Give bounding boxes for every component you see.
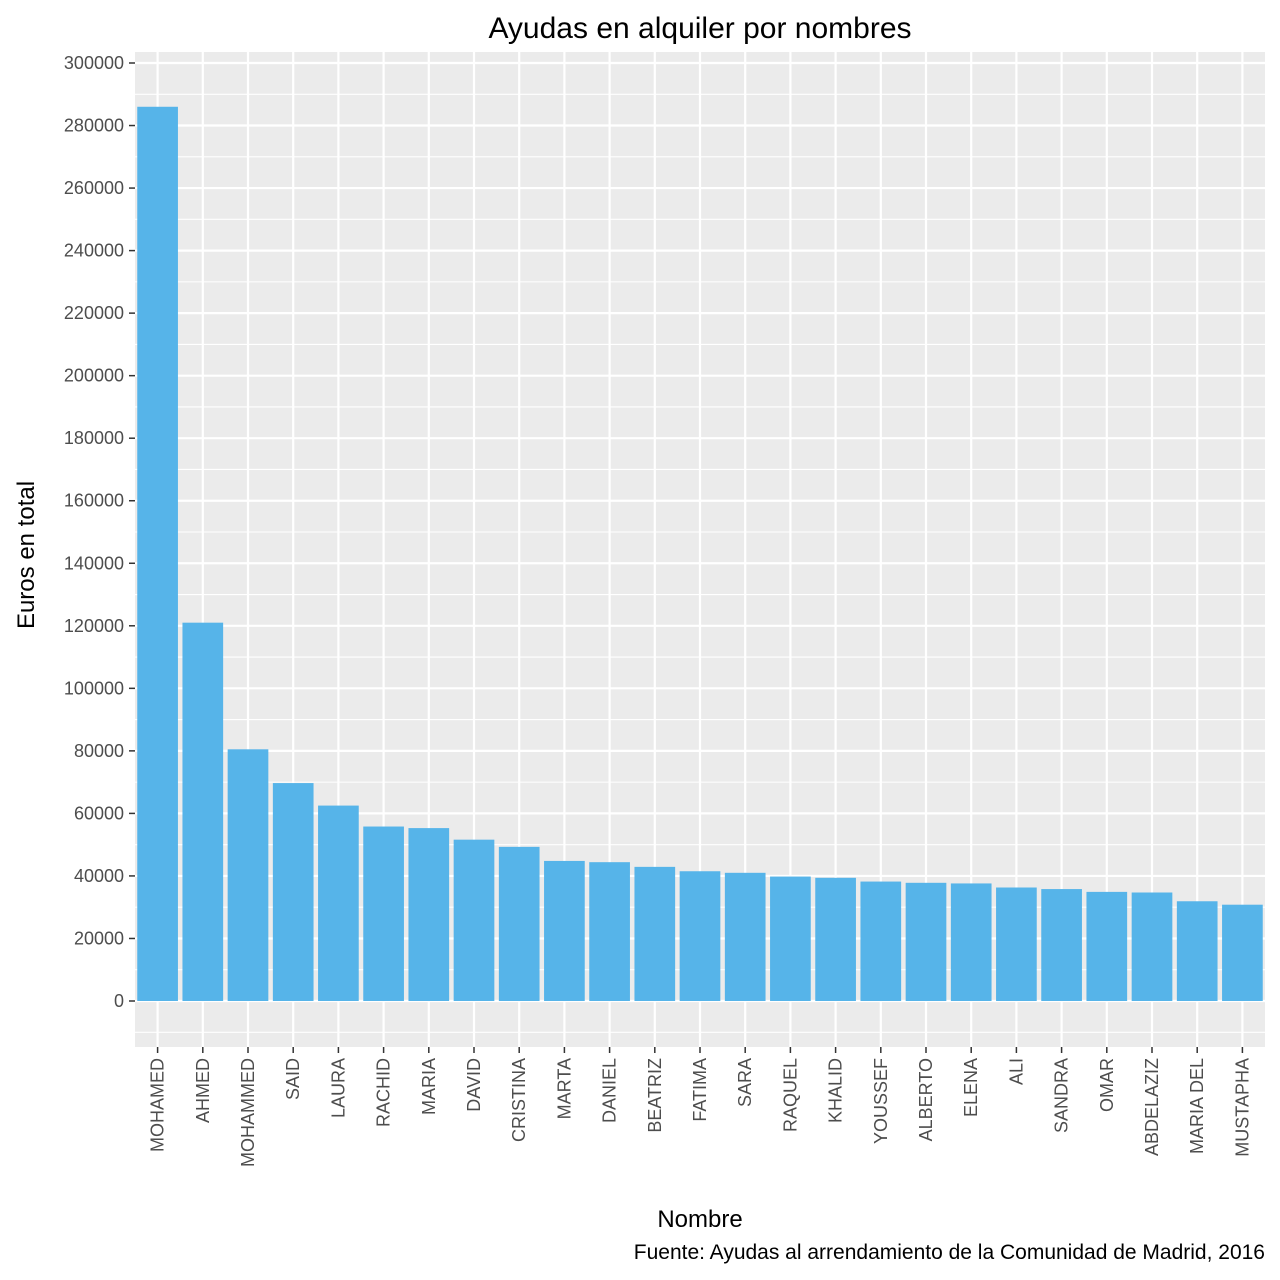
bar-cristina xyxy=(498,846,540,1001)
x-tick-label: YOUSSEF xyxy=(871,1058,891,1144)
x-tick-label: RACHID xyxy=(374,1058,394,1127)
x-tick-label: CRISTINA xyxy=(509,1058,529,1142)
x-tick-label: DAVID xyxy=(464,1058,484,1112)
x-tick-label: MOHAMED xyxy=(148,1058,168,1152)
y-tick-label: 40000 xyxy=(74,866,124,886)
bar-sara xyxy=(724,872,766,1001)
y-tick-label: 100000 xyxy=(64,678,124,698)
x-tick-label: DANIEL xyxy=(600,1058,620,1123)
x-tick-label: SARA xyxy=(735,1058,755,1107)
bar-said xyxy=(272,783,314,1001)
x-tick-label: KHALID xyxy=(826,1058,846,1123)
bar-maria-del xyxy=(1176,901,1218,1001)
x-axis-title: Nombre xyxy=(657,1206,742,1233)
y-tick-label: 60000 xyxy=(74,803,124,823)
y-axis-title: Euros en total xyxy=(13,481,40,629)
x-tick-label: OMAR xyxy=(1097,1058,1117,1112)
y-tick-label: 80000 xyxy=(74,741,124,761)
bar-youssef xyxy=(860,881,902,1001)
bar-mustapha xyxy=(1222,904,1263,1001)
chart-title: Ayudas en alquiler por nombres xyxy=(488,12,911,45)
x-tick-label: SANDRA xyxy=(1052,1058,1072,1133)
bar-daniel xyxy=(589,862,630,1001)
bar-beatriz xyxy=(634,866,676,1001)
bar-sandra xyxy=(1041,889,1082,1001)
y-tick-label: 280000 xyxy=(64,116,124,136)
x-axis: MOHAMED AHMED MOHAMMED SAID LAURA RACHID MARIA… xyxy=(148,1047,1252,1167)
y-tick-label: 240000 xyxy=(64,241,124,261)
x-tick-label: FATIMA xyxy=(690,1058,710,1122)
y-tick-label: 220000 xyxy=(64,303,124,323)
bar-maria xyxy=(408,828,450,1001)
source-caption: Fuente: Ayudas al arrendamiento de la Co… xyxy=(634,1241,1265,1264)
x-tick-label: LAURA xyxy=(328,1058,348,1118)
y-tick-label: 180000 xyxy=(64,428,124,448)
y-tick-label: 200000 xyxy=(64,366,124,386)
bar-david xyxy=(453,839,495,1001)
bar-raquel xyxy=(770,876,811,1001)
bars xyxy=(137,106,1263,1002)
x-tick-label: AHMED xyxy=(193,1058,213,1123)
x-tick-label: ABDELAZIZ xyxy=(1142,1058,1162,1156)
bar-mohamed xyxy=(137,106,178,1002)
x-tick-label: MOHAMMED xyxy=(238,1058,258,1167)
bar-ali xyxy=(996,887,1037,1001)
x-tick-label: MARTA xyxy=(554,1058,574,1119)
y-axis: 0 20000 40000 60000 80000 100000 120000 140000 1… xyxy=(64,53,135,1011)
y-tick-label: 20000 xyxy=(74,928,124,948)
x-tick-label: MARIA xyxy=(419,1058,439,1115)
x-tick-label: BEATRIZ xyxy=(645,1058,665,1133)
y-tick-label: 300000 xyxy=(64,53,124,73)
bar-laura xyxy=(318,805,359,1001)
x-tick-label: ALBERTO xyxy=(916,1058,936,1141)
y-tick-label: 140000 xyxy=(64,553,124,573)
x-tick-label: RAQUEL xyxy=(780,1058,800,1132)
y-tick-label: 0 xyxy=(114,991,124,1011)
bar-khalid xyxy=(815,877,856,1001)
y-tick-label: 260000 xyxy=(64,178,124,198)
bar-mohammed xyxy=(227,749,269,1001)
bar-ahmed xyxy=(182,622,224,1001)
x-tick-label: SAID xyxy=(283,1058,303,1100)
bar-fatima xyxy=(679,871,721,1001)
x-tick-label: ELENA xyxy=(961,1058,981,1117)
bar-marta xyxy=(544,860,585,1001)
bar-rachid xyxy=(363,826,404,1001)
x-tick-label: MUSTAPHA xyxy=(1232,1058,1252,1157)
bar-abdelaziz xyxy=(1131,892,1173,1001)
x-tick-label: ALI xyxy=(1006,1058,1026,1085)
y-tick-label: 120000 xyxy=(64,616,124,636)
bar-omar xyxy=(1086,891,1128,1001)
bar-alberto xyxy=(905,882,947,1001)
x-tick-label: MARIA DEL xyxy=(1187,1058,1207,1154)
bar-elena xyxy=(950,883,992,1001)
y-tick-label: 160000 xyxy=(64,491,124,511)
